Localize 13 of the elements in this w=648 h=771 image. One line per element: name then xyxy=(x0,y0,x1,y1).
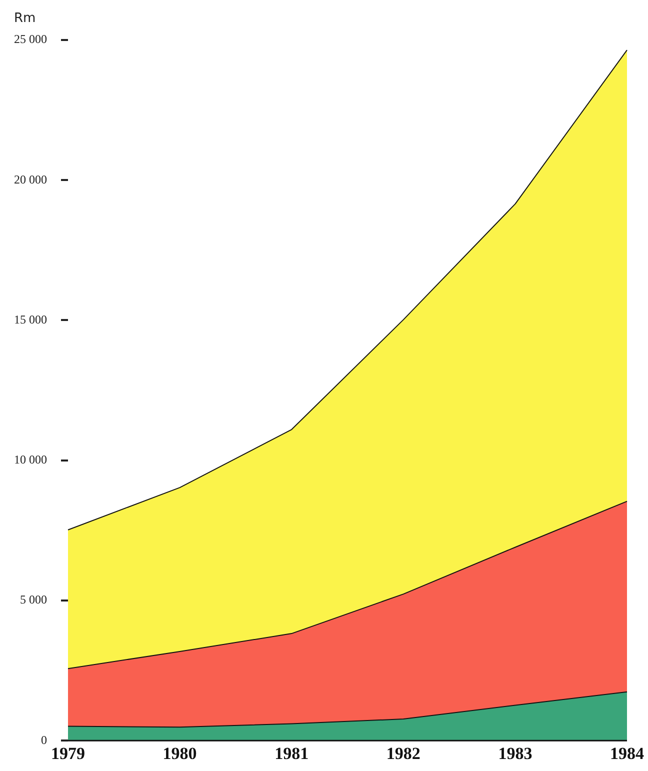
y-axis-title: Rm xyxy=(14,11,36,26)
y-tick-label: 15 000 xyxy=(14,312,47,326)
y-tick-label: 20 000 xyxy=(14,172,47,186)
x-tick-label: 1979 xyxy=(51,744,85,764)
y-tick-label: 0 xyxy=(41,732,47,747)
x-tick-label: 1982 xyxy=(386,744,420,764)
x-tick-label: 1984 xyxy=(610,744,644,764)
y-tick-label: 10 000 xyxy=(14,452,47,467)
x-tick-label: 1983 xyxy=(498,744,532,764)
y-tick-label: 5 000 xyxy=(20,592,47,607)
y-tick-label: 25 000 xyxy=(14,32,47,46)
x-tick-label: 1981 xyxy=(274,744,309,764)
x-tick-label: 1980 xyxy=(162,744,197,764)
